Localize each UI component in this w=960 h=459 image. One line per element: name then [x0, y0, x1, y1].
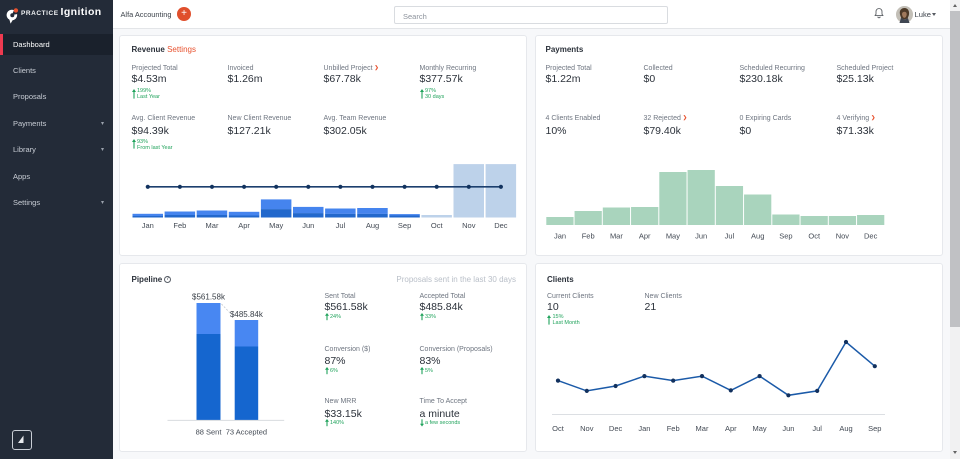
svg-text:Mar: Mar: [610, 232, 623, 241]
svg-text:Dec: Dec: [609, 424, 623, 433]
svg-text:73 Accepted: 73 Accepted: [226, 428, 267, 437]
svg-text:Sep: Sep: [779, 232, 792, 241]
svg-text:Aug: Aug: [839, 424, 852, 433]
svg-text:Jan: Jan: [638, 424, 650, 433]
svg-text:Mar: Mar: [696, 424, 709, 433]
svg-text:88 Sent: 88 Sent: [196, 428, 223, 437]
svg-text:Jun: Jun: [695, 232, 707, 241]
svg-text:Oct: Oct: [552, 424, 565, 433]
svg-text:Jun: Jun: [782, 424, 794, 433]
svg-text:Feb: Feb: [582, 232, 595, 241]
svg-text:Mar: Mar: [205, 221, 218, 230]
svg-text:Sep: Sep: [397, 221, 410, 230]
svg-text:Dec: Dec: [494, 221, 508, 230]
svg-text:Dec: Dec: [864, 232, 878, 241]
svg-text:Nov: Nov: [462, 221, 476, 230]
svg-text:Oct: Oct: [430, 221, 443, 230]
svg-text:Nov: Nov: [836, 232, 850, 241]
svg-text:Apr: Apr: [238, 221, 250, 230]
svg-text:May: May: [666, 232, 680, 241]
svg-text:Jul: Jul: [812, 424, 822, 433]
svg-text:May: May: [753, 424, 767, 433]
svg-text:May: May: [269, 221, 283, 230]
svg-text:Apr: Apr: [725, 424, 737, 433]
svg-text:Nov: Nov: [580, 424, 594, 433]
svg-text:$485.84k: $485.84k: [230, 310, 264, 319]
svg-text:$561.58k: $561.58k: [192, 293, 226, 302]
svg-text:Sep: Sep: [868, 424, 881, 433]
svg-text:Jan: Jan: [554, 232, 566, 241]
svg-text:Jul: Jul: [335, 221, 345, 230]
svg-text:Jan: Jan: [141, 221, 153, 230]
svg-text:Feb: Feb: [173, 221, 186, 230]
svg-text:Oct: Oct: [808, 232, 821, 241]
svg-text:Aug: Aug: [365, 221, 378, 230]
svg-text:Jul: Jul: [725, 232, 735, 241]
svg-text:Feb: Feb: [667, 424, 680, 433]
svg-text:Apr: Apr: [639, 232, 651, 241]
svg-text:Jun: Jun: [302, 221, 314, 230]
svg-text:Aug: Aug: [751, 232, 764, 241]
